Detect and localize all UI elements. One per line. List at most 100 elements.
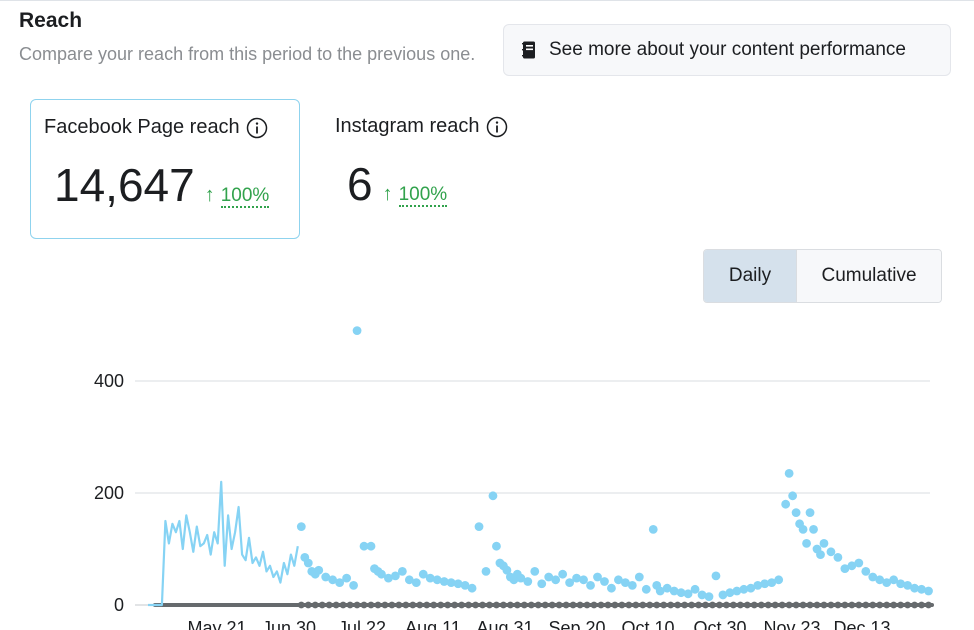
y-tick-label: 200 xyxy=(94,483,124,503)
instagram-point xyxy=(750,601,758,609)
instagram-reach-value: 6 xyxy=(347,158,373,210)
instagram-point xyxy=(430,601,438,609)
instagram-point xyxy=(911,601,918,609)
facebook-point xyxy=(634,572,644,582)
facebook-point xyxy=(342,573,352,583)
facebook-point xyxy=(760,579,770,589)
instagram-point xyxy=(618,601,626,609)
instagram-point xyxy=(862,601,870,609)
instagram-point xyxy=(555,601,563,609)
facebook-point xyxy=(303,558,313,568)
top-divider xyxy=(0,0,974,1)
instagram-point xyxy=(339,601,347,609)
facebook-reach-label: Facebook Page reach xyxy=(44,116,240,138)
instagram-point xyxy=(646,601,654,609)
instagram-point xyxy=(702,601,709,609)
instagram-point xyxy=(590,601,598,609)
instagram-point xyxy=(458,601,465,609)
facebook-point xyxy=(809,525,818,534)
facebook-point xyxy=(910,583,919,593)
facebook-point xyxy=(826,547,836,557)
facebook-point xyxy=(404,575,414,585)
facebook-point xyxy=(690,584,700,594)
facebook-point xyxy=(697,590,707,600)
instagram-point xyxy=(925,601,932,609)
facebook-point xyxy=(725,588,735,598)
toggle-cumulative[interactable]: Cumulative xyxy=(797,250,941,302)
instagram-point xyxy=(611,601,619,609)
facebook-point xyxy=(669,586,679,596)
facebook-point xyxy=(586,581,595,590)
instagram-point xyxy=(534,601,542,609)
instagram-point xyxy=(486,601,493,609)
x-tick-label: Oct 30 xyxy=(693,618,746,630)
facebook-point xyxy=(847,561,857,571)
facebook-point xyxy=(537,579,547,589)
facebook-point xyxy=(377,569,386,579)
facebook-point xyxy=(446,578,456,587)
instagram-point xyxy=(409,601,417,609)
facebook-point xyxy=(924,586,933,596)
facebook-point xyxy=(390,571,400,581)
info-icon[interactable] xyxy=(246,117,268,139)
instagram-point xyxy=(688,601,695,609)
facebook-point xyxy=(321,572,331,582)
instagram-reach-change[interactable]: 100% xyxy=(398,184,448,207)
instagram-point xyxy=(562,601,570,609)
facebook-point xyxy=(488,491,498,501)
facebook-point xyxy=(328,575,338,585)
info-icon[interactable] xyxy=(486,116,508,138)
facebook-point xyxy=(474,522,484,531)
facebook-point xyxy=(296,522,306,531)
instagram-point xyxy=(332,601,340,609)
facebook-point xyxy=(875,575,885,585)
facebook-point xyxy=(439,577,449,586)
instagram-point xyxy=(493,601,500,609)
instagram-point xyxy=(318,601,326,609)
facebook-point xyxy=(753,581,763,590)
facebook-reach-card[interactable]: Facebook Page reach 14,647 ↑ 100% xyxy=(30,99,300,239)
facebook-point xyxy=(460,581,470,590)
facebook-point xyxy=(816,550,825,559)
x-tick-label: Jun 30 xyxy=(262,618,316,630)
instagram-point xyxy=(890,601,898,609)
facebook-point xyxy=(530,567,540,576)
facebook-point xyxy=(523,577,533,586)
instagram-point xyxy=(388,601,396,609)
facebook-point xyxy=(467,583,477,593)
instagram-point xyxy=(778,601,786,609)
facebook-point xyxy=(648,525,658,534)
instagram-point xyxy=(353,601,361,609)
facebook-point xyxy=(335,578,345,587)
facebook-point xyxy=(607,583,616,593)
facebook-point xyxy=(819,539,829,548)
facebook-point xyxy=(781,499,791,509)
facebook-reach-change[interactable]: 100% xyxy=(220,185,270,208)
instagram-point xyxy=(597,601,605,609)
instagram-point xyxy=(681,601,689,609)
instagram-point xyxy=(667,601,675,609)
instagram-point xyxy=(743,601,751,609)
x-tick-label: Aug 11 xyxy=(405,618,461,630)
instagram-point xyxy=(695,601,702,609)
facebook-point xyxy=(791,508,801,517)
facebook-point xyxy=(614,575,623,585)
facebook-point xyxy=(805,508,815,517)
instagram-point xyxy=(792,601,800,609)
instagram-point xyxy=(304,601,312,609)
facebook-point xyxy=(732,586,742,596)
facebook-reach-value-row: 14,647 ↑ 100% xyxy=(54,158,270,212)
x-tick-label: Jul 22 xyxy=(338,618,386,630)
content-performance-button[interactable]: See more about your content performance xyxy=(503,24,951,76)
instagram-reach-card[interactable]: Instagram reach 6 ↑ 100% xyxy=(320,99,580,239)
facebook-point xyxy=(565,578,575,587)
x-tick-label: Aug 31 xyxy=(476,618,533,630)
instagram-reach-label-row: Instagram reach xyxy=(335,115,508,138)
instagram-point xyxy=(841,601,849,609)
facebook-point xyxy=(600,577,609,586)
facebook-point xyxy=(889,575,899,585)
x-tick-label: May 21 xyxy=(187,618,246,630)
toggle-daily[interactable]: Daily xyxy=(704,250,797,302)
instagram-point xyxy=(736,601,744,609)
instagram-point xyxy=(834,601,842,609)
